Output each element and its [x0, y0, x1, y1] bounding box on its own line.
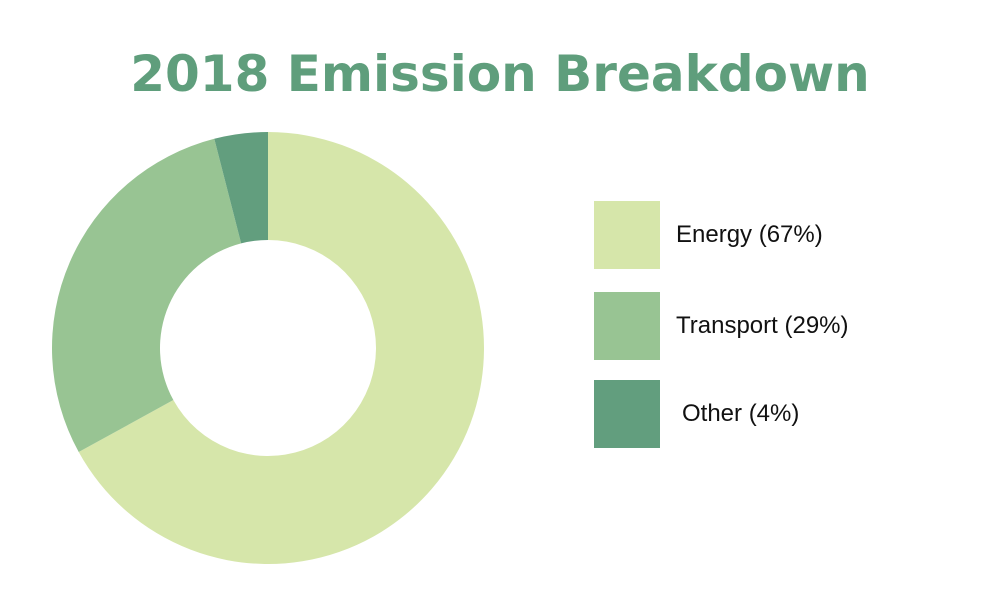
slice-other — [214, 132, 268, 244]
legend-swatch-transport — [594, 292, 660, 360]
legend-swatch-energy — [594, 201, 660, 269]
legend-item-transport: Transport (29%) — [594, 292, 974, 360]
slice-energy — [78, 132, 484, 565]
legend-item-other: Other (4%) — [594, 380, 974, 448]
legend-label-transport: Transport (29%) — [676, 312, 849, 339]
slice-group — [52, 132, 484, 565]
slice-transport — [52, 138, 242, 453]
legend-label-energy: Energy (67%) — [676, 221, 823, 248]
legend-label-other: Other (4%) — [682, 400, 800, 427]
legend-item-energy: Energy (67%) — [594, 201, 974, 269]
legend-swatch-other — [594, 380, 660, 448]
chart-title: 2018 Emission Breakdown — [130, 45, 870, 103]
